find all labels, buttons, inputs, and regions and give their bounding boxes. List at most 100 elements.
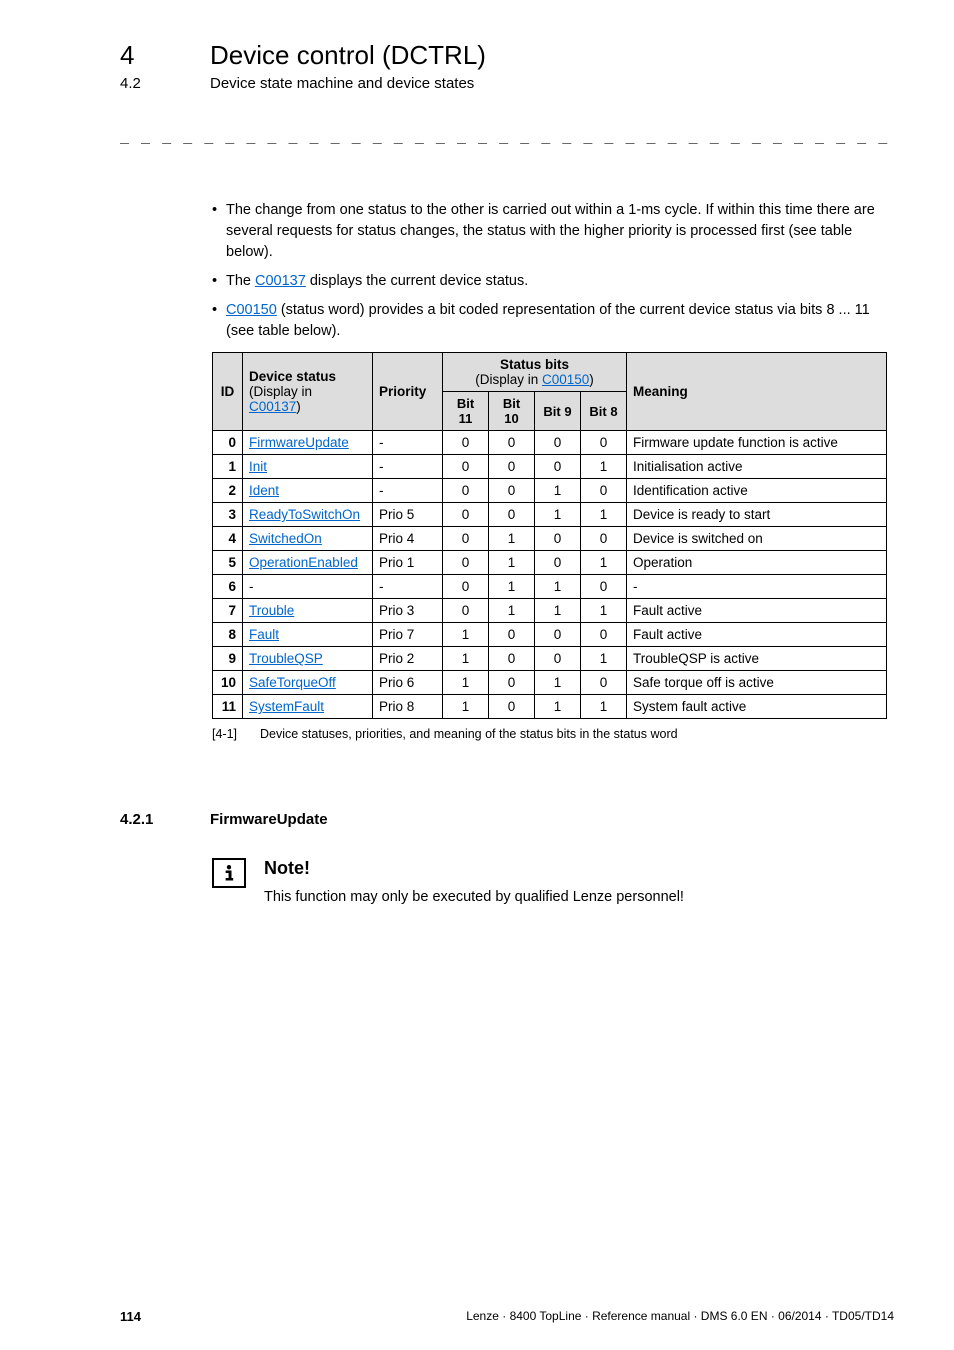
- cell-bit: 0: [535, 551, 581, 575]
- cell-bit: 0: [489, 479, 535, 503]
- device-status-link[interactable]: Ident: [249, 483, 279, 498]
- status-table: ID Device status (Display in C00137) Pri…: [212, 352, 887, 719]
- text-fragment: ): [589, 372, 594, 387]
- device-status-link[interactable]: Fault: [249, 627, 279, 642]
- cell-id: 10: [213, 671, 243, 695]
- link-c00137[interactable]: C00137: [255, 273, 306, 289]
- text-fragment: (Display in: [249, 384, 312, 399]
- cell-device-status: Ident: [243, 479, 373, 503]
- cell-priority: -: [373, 455, 443, 479]
- cell-bit: 0: [535, 431, 581, 455]
- text-fragment: (Display in: [475, 372, 542, 387]
- cell-device-status: Trouble: [243, 599, 373, 623]
- section-header: 4.2 Device state machine and device stat…: [120, 75, 894, 92]
- device-status-link[interactable]: ReadyToSwitchOn: [249, 507, 360, 522]
- bullet-dot: •: [212, 200, 226, 263]
- cell-id: 6: [213, 575, 243, 599]
- cell-bit: 1: [535, 671, 581, 695]
- cell-priority: Prio 7: [373, 623, 443, 647]
- cell-meaning: Safe torque off is active: [627, 671, 887, 695]
- cell-bit: 1: [535, 503, 581, 527]
- caption-tag: [4-1]: [212, 727, 260, 741]
- cell-bit: 0: [535, 527, 581, 551]
- cell-priority: Prio 5: [373, 503, 443, 527]
- link-c00150[interactable]: C00150: [226, 302, 277, 318]
- text-fragment: The: [226, 273, 255, 289]
- cell-bit: 0: [581, 431, 627, 455]
- cell-priority: -: [373, 431, 443, 455]
- device-status-link[interactable]: TroubleQSP: [249, 651, 323, 666]
- th-device-status-label: Device status: [249, 369, 336, 384]
- cell-priority: Prio 4: [373, 527, 443, 551]
- cell-meaning: Identification active: [627, 479, 887, 503]
- text-fragment: ): [296, 399, 301, 414]
- cell-bit: 1: [581, 695, 627, 719]
- th-device-status: Device status (Display in C00137): [243, 353, 373, 431]
- cell-bit: 1: [489, 551, 535, 575]
- cell-bit: 1: [489, 527, 535, 551]
- cell-id: 4: [213, 527, 243, 551]
- table-row: 1Init-0001Initialisation active: [213, 455, 887, 479]
- cell-id: 8: [213, 623, 243, 647]
- table-row: 2Ident-0010Identification active: [213, 479, 887, 503]
- cell-meaning: Fault active: [627, 623, 887, 647]
- cell-device-status: Init: [243, 455, 373, 479]
- bullet-dot: •: [212, 300, 226, 342]
- th-bit11: Bit 11: [443, 392, 489, 431]
- cell-bit: 0: [443, 479, 489, 503]
- device-status-link[interactable]: FirmwareUpdate: [249, 435, 349, 450]
- table-row: 9TroubleQSPPrio 21001TroubleQSP is activ…: [213, 647, 887, 671]
- link-c00137[interactable]: C00137: [249, 399, 296, 414]
- cell-priority: Prio 3: [373, 599, 443, 623]
- cell-bit: 0: [443, 455, 489, 479]
- cell-meaning: -: [627, 575, 887, 599]
- cell-bit: 0: [489, 503, 535, 527]
- cell-id: 5: [213, 551, 243, 575]
- cell-id: 3: [213, 503, 243, 527]
- cell-bit: 0: [489, 455, 535, 479]
- cell-id: 2: [213, 479, 243, 503]
- cell-bit: 1: [535, 599, 581, 623]
- bullet-dot: •: [212, 271, 226, 292]
- section-title: Device state machine and device states: [210, 75, 474, 92]
- cell-bit: 1: [443, 695, 489, 719]
- device-status-link[interactable]: OperationEnabled: [249, 555, 358, 570]
- device-status-link[interactable]: SafeTorqueOff: [249, 675, 336, 690]
- cell-device-status: FirmwareUpdate: [243, 431, 373, 455]
- cell-meaning: System fault active: [627, 695, 887, 719]
- cell-device-status: Fault: [243, 623, 373, 647]
- table-row: 11SystemFaultPrio 81011System fault acti…: [213, 695, 887, 719]
- bullet-item: • The change from one status to the othe…: [212, 200, 894, 263]
- cell-bit: 0: [443, 527, 489, 551]
- footer-info: Lenze · 8400 TopLine · Reference manual …: [466, 1309, 894, 1324]
- cell-bit: 0: [443, 503, 489, 527]
- cell-device-status: ReadyToSwitchOn: [243, 503, 373, 527]
- cell-id: 0: [213, 431, 243, 455]
- cell-bit: 0: [581, 671, 627, 695]
- table-row: 7TroublePrio 30111Fault active: [213, 599, 887, 623]
- cell-bit: 1: [535, 695, 581, 719]
- cell-bit: 0: [581, 527, 627, 551]
- cell-device-status: OperationEnabled: [243, 551, 373, 575]
- cell-bit: 0: [443, 551, 489, 575]
- cell-meaning: Device is ready to start: [627, 503, 887, 527]
- th-status-bits: Status bits (Display in C00150): [443, 353, 627, 392]
- subsection-number: 4.2.1: [120, 811, 210, 828]
- cell-bit: 1: [581, 647, 627, 671]
- cell-priority: -: [373, 575, 443, 599]
- th-meaning: Meaning: [627, 353, 887, 431]
- subsection-title: FirmwareUpdate: [210, 811, 328, 828]
- section-number: 4.2: [120, 75, 210, 92]
- link-c00150[interactable]: C00150: [542, 372, 589, 387]
- cell-bit: 0: [581, 575, 627, 599]
- device-status-link[interactable]: SwitchedOn: [249, 531, 322, 546]
- device-status-link[interactable]: SystemFault: [249, 699, 324, 714]
- cell-bit: 1: [581, 503, 627, 527]
- th-bit10: Bit 10: [489, 392, 535, 431]
- cell-bit: 1: [443, 647, 489, 671]
- cell-meaning: Operation: [627, 551, 887, 575]
- cell-bit: 0: [489, 431, 535, 455]
- device-status-link[interactable]: Init: [249, 459, 267, 474]
- device-status-link[interactable]: Trouble: [249, 603, 294, 618]
- note-body: Note! This function may only be executed…: [264, 858, 684, 905]
